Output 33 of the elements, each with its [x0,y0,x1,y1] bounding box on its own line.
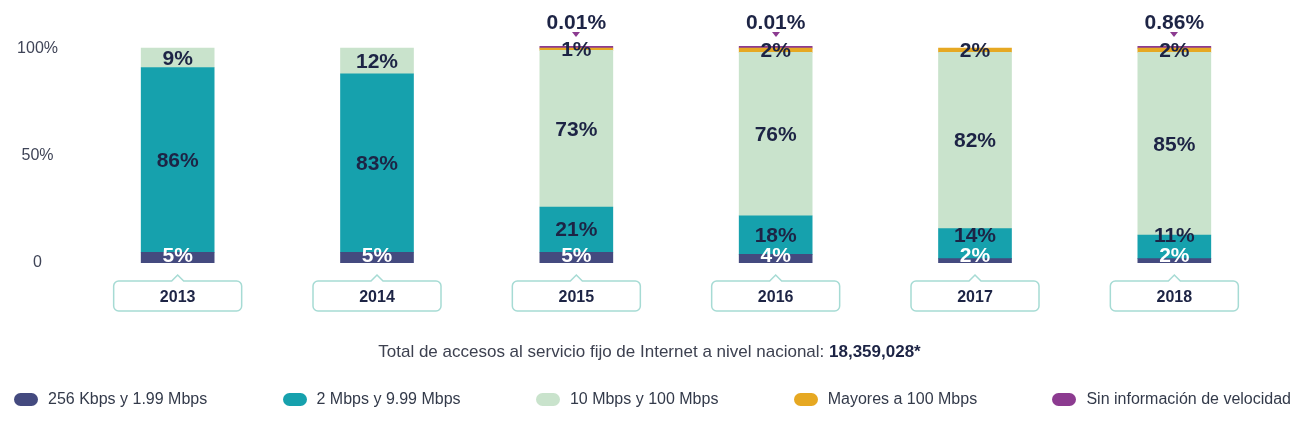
x-tick-label: 2014 [359,288,395,306]
data-label: 2% [1159,242,1190,266]
data-label: 86% [156,147,200,171]
legend-label: 10 Mbps y 100 Mbps [569,390,719,408]
y-tick-label: 50% [21,145,54,163]
data-label: 2% [760,38,792,62]
data-label: 5% [162,242,194,266]
x-tick-label: 2017 [957,288,993,306]
data-label: 0.86% [1144,10,1205,34]
legend-label: Sin información de velocidad [1086,390,1291,408]
data-label: 73% [555,116,598,140]
data-label: 82% [953,128,997,152]
data-label: 21% [555,217,598,241]
data-label: 0.01% [546,10,607,34]
legend-label: Mayores a 100 Mbps [827,390,978,408]
data-label: 0.01% [745,10,806,34]
data-label: 83% [355,150,399,174]
data-label: 9% [162,45,194,69]
data-label: 85% [1153,131,1196,155]
y-tick-label: 100% [17,38,58,56]
x-tick-label: 2015 [558,288,595,306]
data-label: 76% [754,121,798,145]
data-label: 5% [561,242,592,266]
text: Total de accesos al servicio fijo de Internet a nivel nacional: 18,359,028* [377,342,922,362]
data-label: 12% [355,48,399,72]
legend-label: 256 Kbps y 1.99 Mbps [48,390,208,408]
x-tick-label: 2018 [1156,288,1193,306]
legend-label: 2 Mbps y 9.99 Mbps [316,390,461,408]
x-tick-label: 2016 [757,288,794,306]
y-tick-label: 0 [33,253,43,271]
x-tick-label: 2013 [159,288,196,306]
data-label: 5% [361,242,393,266]
data-label: 2% [1159,38,1190,62]
